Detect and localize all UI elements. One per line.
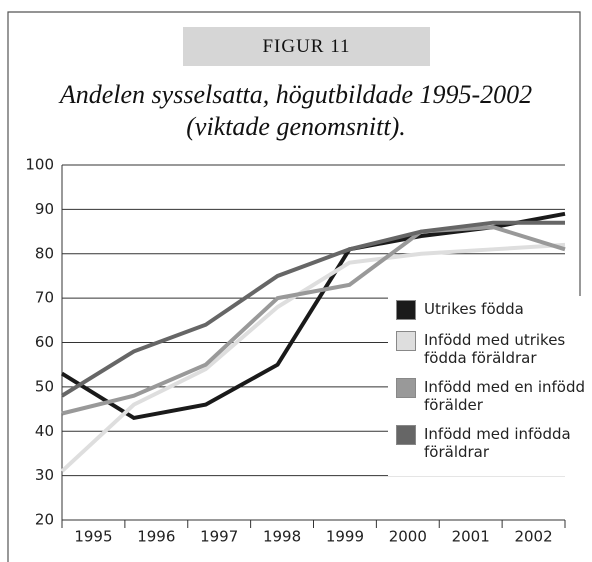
y-tick-label: 20 — [35, 511, 54, 529]
legend-swatch — [396, 425, 416, 445]
figure-header: FIGUR 11 — [183, 27, 430, 66]
series-line — [61, 225, 566, 416]
frame — [7, 11, 581, 562]
legend-swatch — [396, 378, 416, 398]
x-tick-label: 2000 — [389, 528, 427, 546]
x-tick-label: 2001 — [452, 528, 490, 546]
legend-item: Utrikes födda — [396, 300, 586, 320]
legend-swatch — [396, 331, 416, 351]
chart-subtitle: (viktade genomsnitt). — [186, 112, 406, 141]
y-tick-label: 30 — [35, 466, 54, 484]
series-line — [60, 220, 565, 398]
x-tick-label: 2002 — [514, 528, 552, 546]
legend-item: Infödd med en infödd förälder — [396, 378, 586, 414]
chart-title: Andelen sysselsatta, högutbildade 1995-2… — [59, 80, 533, 109]
y-tick-label: 40 — [35, 422, 54, 440]
x-tick-label: 1998 — [263, 528, 301, 546]
legend-item: Infödd med infödda föräldrar — [396, 425, 586, 461]
legend-label: Infödd med utrikes födda föräldrar — [424, 331, 566, 367]
x-tick-label: 1999 — [326, 528, 364, 546]
y-tick-label: 70 — [35, 289, 54, 307]
legend-label: Utrikes födda — [424, 300, 524, 318]
x-tick-label: 1997 — [200, 528, 238, 546]
legend-item: Infödd med utrikes födda föräldrar — [396, 331, 586, 367]
legend-swatch — [396, 300, 416, 320]
legend: Utrikes födda Infödd med utrikes födda fö… — [388, 296, 586, 476]
y-tick-label: 50 — [35, 377, 54, 395]
legend-label: Infödd med infödda föräldrar — [424, 425, 571, 461]
x-tick-label: 1995 — [74, 528, 112, 546]
y-tick-label: 60 — [35, 333, 54, 351]
y-tick-label: 100 — [25, 156, 54, 174]
y-tick-label: 90 — [35, 200, 54, 218]
y-tick-label: 80 — [35, 244, 54, 262]
x-tick-label: 1996 — [137, 528, 175, 546]
series-line — [60, 242, 566, 473]
legend-label: Infödd med en infödd förälder — [424, 378, 586, 414]
